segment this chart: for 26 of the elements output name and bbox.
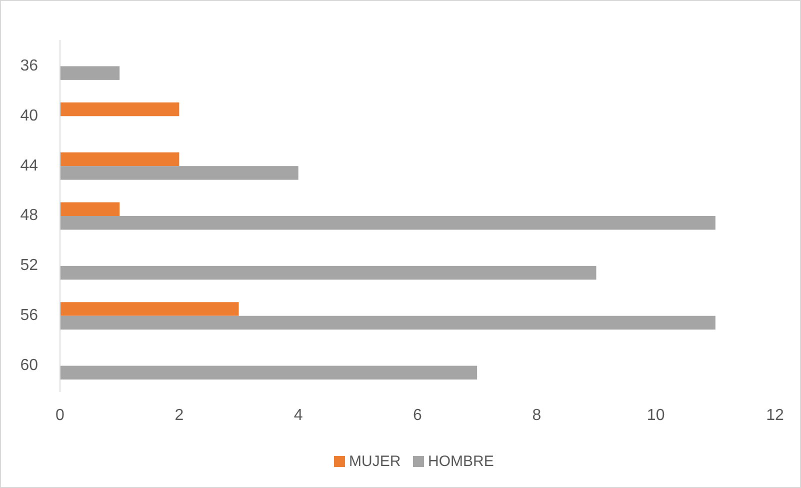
bar <box>60 302 239 316</box>
legend-label: MUJER <box>349 452 401 470</box>
y-tick-label: 44 <box>20 157 38 174</box>
x-tick-label: 8 <box>532 407 542 424</box>
bar <box>60 202 120 216</box>
x-tick-label: 12 <box>766 407 784 424</box>
y-tick-label: 52 <box>20 257 38 274</box>
bar <box>60 266 596 280</box>
x-tick-label: 0 <box>56 407 65 424</box>
bar <box>60 66 120 80</box>
x-tick-label: 6 <box>413 407 422 424</box>
bar <box>60 316 716 330</box>
y-tick-label: 48 <box>20 207 38 224</box>
bar <box>60 166 298 180</box>
bar <box>60 216 716 230</box>
legend-label: HOMBRE <box>428 452 494 470</box>
x-tick-label: 10 <box>646 407 665 424</box>
x-tick-label: 4 <box>294 407 303 424</box>
x-tick-label: 2 <box>174 407 184 424</box>
bar <box>60 102 180 116</box>
y-tick-label: 56 <box>20 307 38 324</box>
y-tick-label: 36 <box>20 57 38 74</box>
bar <box>60 366 478 380</box>
bar <box>60 152 180 166</box>
y-tick-label: 60 <box>20 357 38 374</box>
y-tick-label: 40 <box>20 107 38 124</box>
